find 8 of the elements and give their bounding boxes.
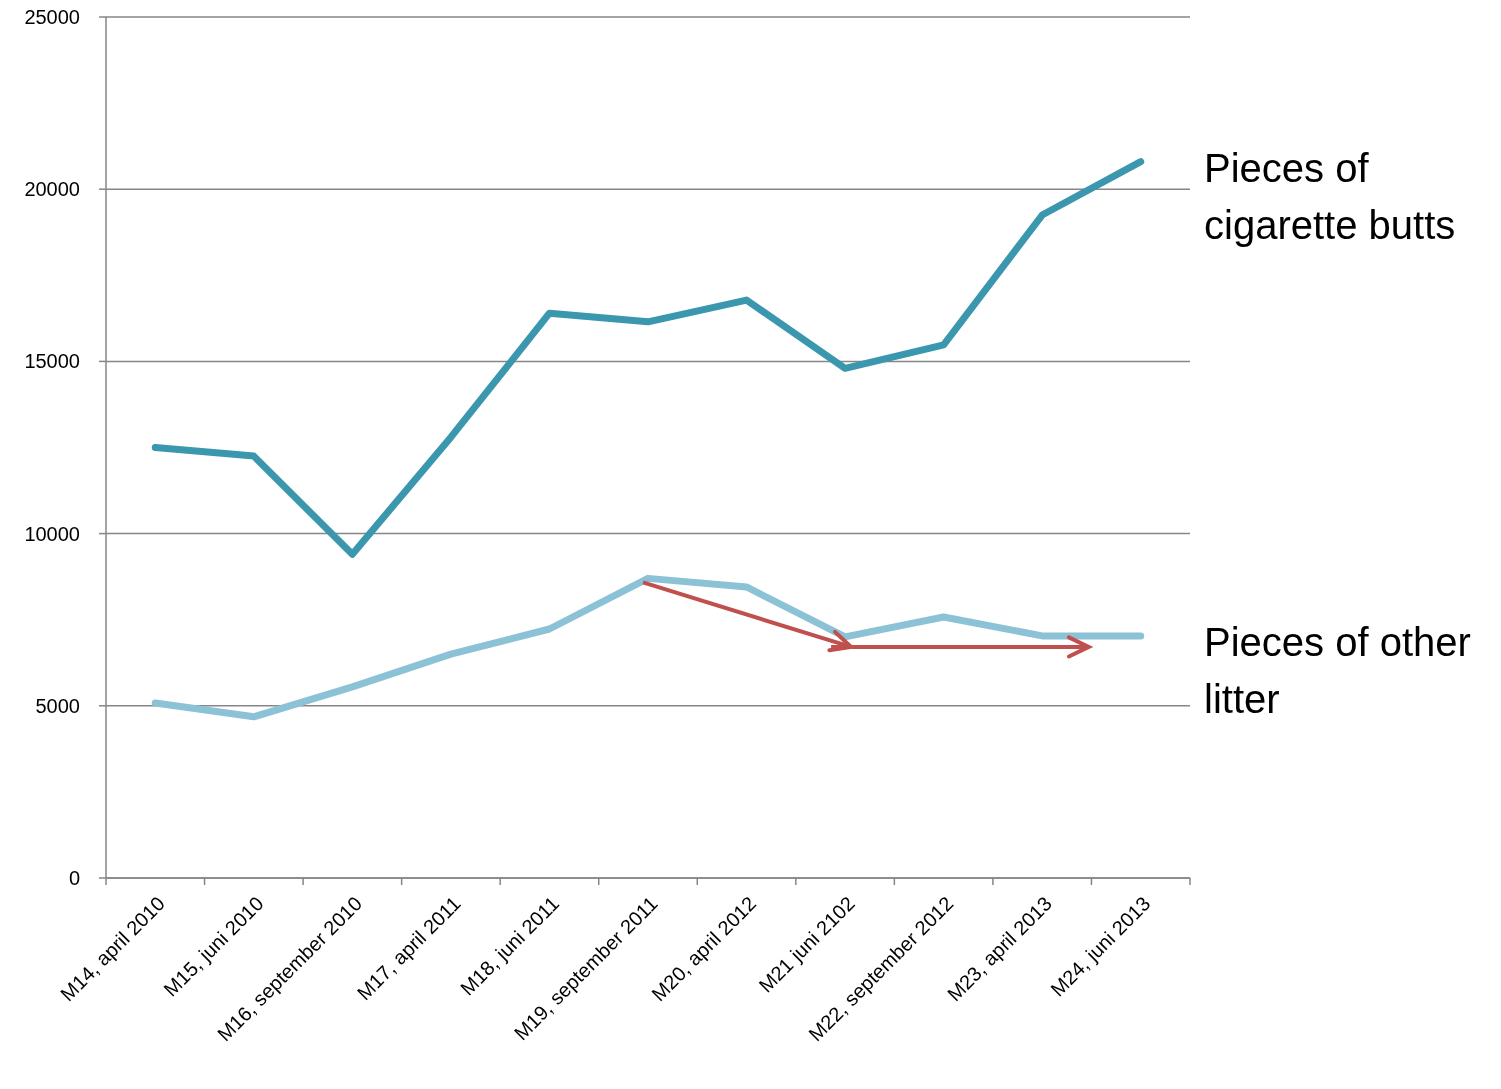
y-tick-label: 10000 [24,522,80,545]
y-tick-label: 5000 [35,694,80,717]
series-label: Pieces of other litter [1204,619,1471,721]
y-tick-label: 0 [68,867,80,889]
series-label: Pieces of cigarette butts [1204,145,1456,247]
y-tick-label: 15000 [24,350,80,373]
y-tick-label: 20000 [24,178,80,201]
y-tick-label: 25000 [24,6,80,28]
